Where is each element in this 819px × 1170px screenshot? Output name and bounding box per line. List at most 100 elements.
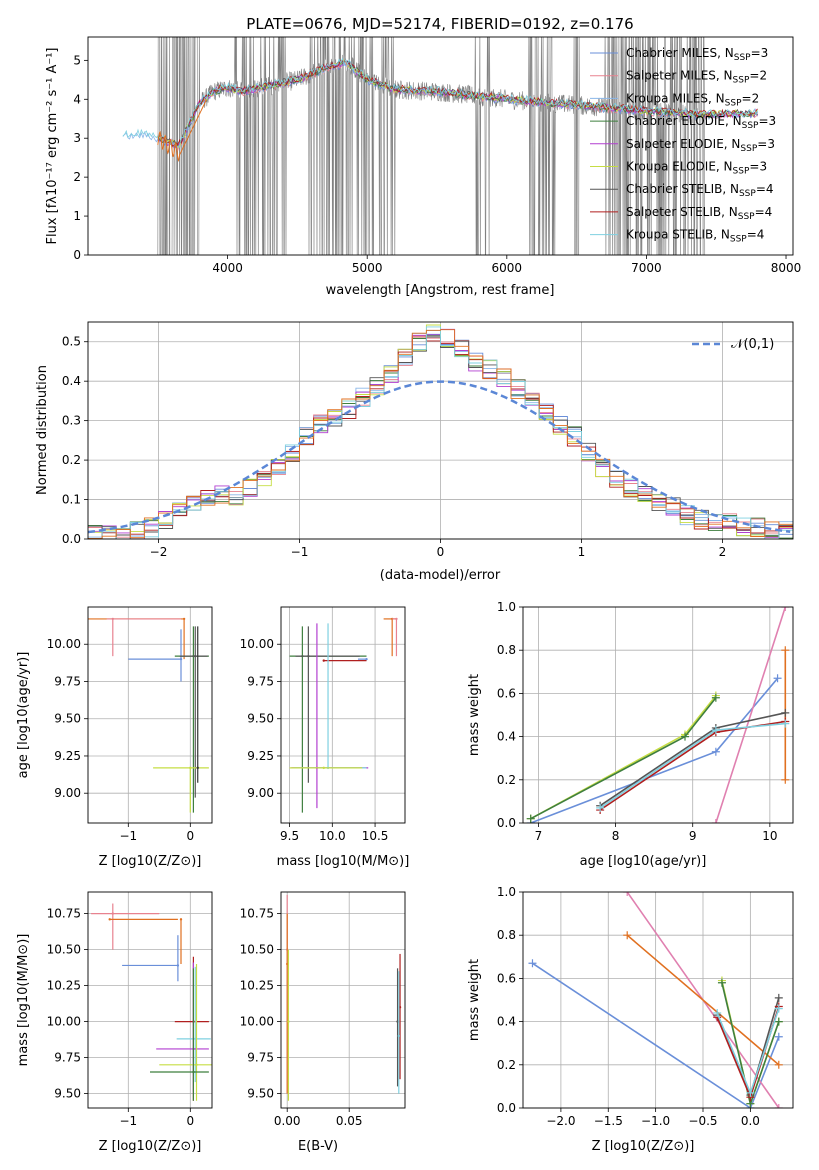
- y-tick-label: 0.8: [497, 643, 516, 657]
- x-tick-label: −1.5: [594, 1114, 623, 1128]
- x-tick-label: 7: [535, 829, 543, 843]
- y-tick-label: 10.00: [47, 637, 81, 651]
- y-tick-label: 2: [73, 170, 81, 184]
- mE-xlabel: E(B-V): [298, 1139, 338, 1154]
- y-tick-label: 10.25: [240, 979, 274, 993]
- plus-marker: [774, 1017, 783, 1026]
- x-tick-label: −2.0: [546, 1114, 575, 1128]
- x-tick-label: 0: [186, 1114, 194, 1128]
- plus-marker: [781, 775, 790, 784]
- y-tick-label: 9.25: [247, 749, 274, 763]
- y-tick-label: 10.50: [240, 943, 274, 957]
- mZ-xlabel: Z [log10(Z/Z⊙)]: [99, 1139, 202, 1154]
- data-point: [194, 654, 197, 658]
- legend-entry: Chabrier MILES, NSSP=3: [626, 46, 768, 63]
- y-tick-label: 0.0: [497, 1101, 516, 1115]
- plus-marker: [774, 1060, 783, 1069]
- legend-entry: Salpeter ELODIE, NSSP=3: [626, 137, 775, 154]
- x-tick-label: 9: [689, 829, 697, 843]
- weight-series-2: [626, 934, 780, 1066]
- data-point: [396, 1020, 399, 1023]
- mZ-ylabel: mass [log10(M/M⊙)]: [16, 934, 31, 1067]
- y-tick-label: 0.6: [497, 971, 516, 985]
- weight-series-1: [715, 607, 787, 823]
- spectrum-ylabel: Flux [fλ10⁻¹⁷ erg cm⁻² s⁻¹ A⁻¹]: [45, 48, 60, 245]
- weight-vs-metallicity-panel: −2.0 −1.5 −1.0 −0.5 0.0 0.0 0.2 0.4 0.6 0.8 1.0: [497, 885, 794, 1128]
- y-tick-label: 0.6: [497, 686, 516, 700]
- axes-frame: [87, 36, 794, 256]
- y-tick-label: 0.5: [62, 335, 81, 349]
- spectrum-panel: 4000 5000 6000 7000 8000 0 1 2 3 4 5 Chabrier MILES…: [45, 36, 801, 275]
- plus-marker: [711, 693, 720, 702]
- weight-series-4: [530, 697, 717, 820]
- data-point: [108, 918, 111, 921]
- x-tick-label: 5000: [352, 261, 383, 275]
- x-tick-label: 7000: [631, 261, 662, 275]
- plus-marker: [717, 978, 726, 987]
- data-point: [286, 962, 289, 966]
- wAge-ylabel: mass weight: [467, 674, 482, 756]
- plus-marker: [681, 732, 689, 741]
- x-tick-label: −1: [291, 545, 309, 559]
- data-point: [194, 1037, 197, 1041]
- data-point: [322, 766, 325, 770]
- data-point: [192, 1070, 195, 1074]
- axes-frame: [522, 891, 794, 1109]
- wZ-xlabel: Z [log10(Z/Z⊙)]: [592, 1139, 695, 1154]
- y-tick-label: 3: [73, 131, 81, 145]
- plus-marker: [774, 993, 783, 1002]
- y-tick-label: 9.75: [247, 674, 274, 688]
- histograms: [88, 324, 793, 539]
- error-bars: [88, 617, 209, 813]
- y-tick-label: 9.00: [54, 786, 81, 800]
- legend-entry: Kroupa ELODIE, NSSP=3: [626, 160, 767, 177]
- x-tick-label: 0.0: [741, 1114, 760, 1128]
- error-bars: [289, 617, 398, 813]
- x-tick-label: −1.0: [641, 1114, 670, 1128]
- data-point: [287, 1020, 290, 1023]
- y-tick-label: 1.0: [497, 885, 516, 899]
- data-point: [111, 617, 115, 621]
- x-tick-label: 1: [578, 545, 586, 559]
- y-tick-label: 9.75: [247, 1051, 274, 1065]
- y-tick-label: 9.50: [54, 712, 81, 726]
- y-tick-label: 9.50: [247, 1087, 274, 1101]
- spectrum-lines: [122, 37, 759, 255]
- ageZ-ylabel: age [log10(age/yr)]: [16, 652, 31, 779]
- y-tick-label: 10.75: [240, 907, 274, 921]
- y-tick-label: 0.1: [62, 493, 81, 507]
- weight-series-3: [530, 695, 717, 820]
- axes-frame: [280, 891, 406, 1109]
- plus-marker: [528, 959, 537, 968]
- plus-marker: [711, 819, 720, 823]
- histogram-9: [88, 329, 793, 539]
- residuals-xlabel: (data-model)/error: [380, 568, 501, 583]
- y-tick-label: 10.75: [47, 907, 81, 921]
- axes-frame: [87, 891, 213, 1109]
- data-point: [195, 1063, 198, 1067]
- plus-marker: [781, 708, 790, 717]
- spectrum-title: PLATE=0676, MJD=52174, FIBERID=0192, z=0…: [246, 15, 633, 33]
- weight-vs-age-panel: 7 8 9 10 0.0 0.2 0.4 0.6 0.8 1.0: [497, 600, 794, 843]
- y-tick-label: 0.4: [497, 1015, 516, 1029]
- data-point: [179, 918, 183, 921]
- y-tick-label: 0.0: [62, 532, 81, 546]
- y-tick-label: 10.25: [47, 979, 81, 993]
- residuals-ylabel: Normed distribution: [35, 365, 50, 495]
- y-tick-label: 10.00: [240, 637, 274, 651]
- x-tick-label: −1: [119, 829, 137, 843]
- legend-entry: Salpeter MILES, NSSP=2: [626, 69, 767, 86]
- legend-entry: Salpeter STELIB, NSSP=4: [626, 205, 772, 222]
- data-point: [111, 912, 115, 915]
- observed-spectrum: [157, 37, 706, 255]
- y-tick-label: 0.2: [62, 453, 81, 467]
- model-spectrum-5: [157, 59, 758, 149]
- x-tick-label: 9.5: [280, 829, 299, 843]
- axes-frame: [522, 606, 794, 824]
- x-tick-label: 0: [186, 829, 194, 843]
- y-tick-label: 10.00: [240, 1015, 274, 1029]
- legend-entry: Kroupa STELIB, NSSP=4: [626, 228, 764, 245]
- y-tick-label: 9.50: [247, 712, 274, 726]
- x-tick-label: 0: [437, 545, 445, 559]
- x-tick-label: 4000: [212, 261, 243, 275]
